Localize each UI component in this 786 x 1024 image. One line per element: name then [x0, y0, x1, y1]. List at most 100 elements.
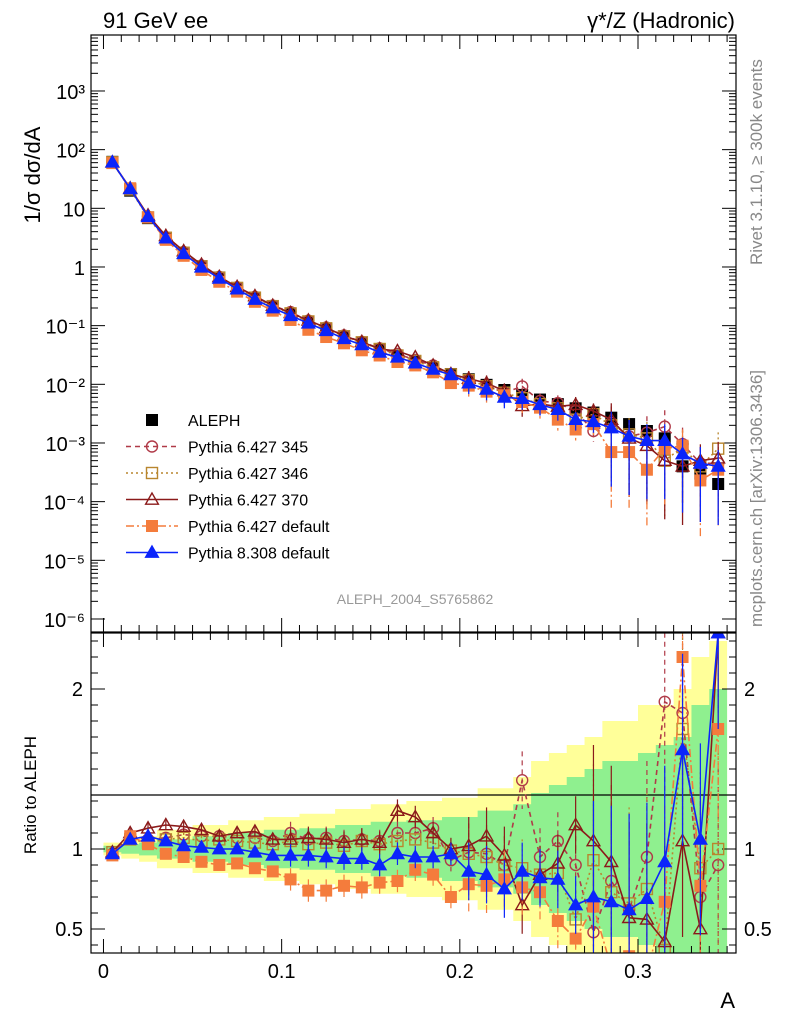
ratio-point [496, 881, 512, 895]
data-point [104, 154, 120, 168]
data-point [496, 389, 512, 403]
legend-label: Pythia 6.427 370 [188, 493, 308, 510]
side-label-top: Rivet 3.1.10, ≥ 300k events [747, 59, 766, 265]
ratio-point [389, 845, 406, 860]
ratio-point [444, 891, 457, 903]
data-point [532, 396, 548, 411]
ratio-point [478, 866, 495, 881]
ratio-point [354, 831, 370, 845]
data-point [639, 432, 655, 446]
ratio-point [159, 847, 172, 860]
top-data-layer [104, 154, 726, 540]
ratio-series-P8def [104, 633, 726, 953]
data-point [354, 336, 370, 351]
ratio-point [193, 821, 210, 836]
ratio-point [213, 859, 226, 871]
ratio-point [532, 869, 548, 884]
ratio-point [265, 831, 281, 845]
ratio-point [177, 851, 190, 863]
ratio-point [158, 817, 174, 831]
data-point [247, 291, 263, 305]
legend-entry: Pythia 6.427 345 [126, 440, 308, 457]
ratio-point [409, 833, 422, 846]
ratio-point [122, 831, 138, 845]
data-point [389, 349, 406, 363]
data-point [407, 355, 423, 369]
ratio-point [391, 875, 404, 887]
ratio-point [320, 884, 333, 897]
top-y-tick-label: 10⁻² [46, 375, 86, 397]
ratio-point [621, 901, 637, 916]
ratio-point [229, 841, 245, 855]
ratio-point [425, 849, 441, 863]
ratio-point [639, 890, 655, 905]
data-point [568, 411, 584, 426]
ratio-point [372, 857, 388, 871]
legend-entry: Pythia 8.308 default [126, 544, 330, 563]
ratio-point [391, 826, 404, 840]
ratio-point [514, 863, 530, 877]
top-y-tick-label: 10⁻⁵ [44, 551, 85, 573]
ratio-point [176, 818, 192, 833]
top-y-tick-label: 10⁻¹ [46, 317, 86, 339]
legend-label: Pythia 6.427 345 [188, 440, 308, 457]
data-point [229, 281, 245, 295]
top-y-tick-labels: 10⁻⁶ 10⁻⁵ 10⁻⁴ 10⁻³ 10⁻² 10⁻¹ 1 10 10² 10³ [44, 82, 86, 632]
ratio-point [300, 847, 316, 861]
ratio-point [569, 932, 582, 945]
ratio-point [176, 837, 192, 852]
top-y-tick-label: 10⁻³ [46, 434, 86, 456]
ratio-point [407, 849, 423, 863]
data-point [176, 245, 192, 260]
legend-marker [146, 414, 158, 426]
ratio-y-tick-label-right: 2 [744, 679, 755, 701]
ratio-point [229, 825, 245, 839]
data-point [692, 455, 708, 469]
data-point [461, 375, 477, 389]
ratio-point [282, 847, 299, 861]
data-point [514, 390, 530, 405]
ratio-point [389, 802, 406, 817]
ratio-point [425, 825, 441, 839]
ratio-point [585, 889, 602, 903]
ratio-point [248, 862, 261, 875]
legend-entry: ALEPH [146, 413, 240, 430]
data-point [158, 230, 174, 244]
data-point [674, 446, 691, 460]
ratio-data-layer [104, 633, 726, 953]
ratio-point [104, 845, 120, 860]
data-point [478, 381, 495, 395]
ratio-point [603, 893, 619, 908]
legend-label: Pythia 8.308 default [188, 546, 330, 563]
data-point [550, 401, 566, 416]
ratio-point [478, 828, 495, 842]
ratio-point [300, 829, 316, 844]
legend-entry: Pythia 6.427 370 [126, 491, 308, 510]
data-point [568, 396, 584, 411]
ratio-point [692, 831, 708, 845]
side-label-bottom: mcplots.cern.ch [arXiv:1306.3436] [747, 370, 766, 627]
ratio-point [711, 842, 725, 856]
watermark: ALEPH_2004_S5765862 [337, 591, 494, 607]
top-frame [90, 34, 737, 633]
data-point [282, 307, 299, 322]
ratio-point [461, 863, 477, 877]
legend-marker [144, 491, 160, 505]
legend-entry: Pythia 6.427 346 [126, 466, 308, 483]
ratio-point [658, 695, 671, 708]
legend-entry: Pythia 6.427 default [126, 519, 330, 536]
ratio-point [443, 845, 459, 860]
ratio-point [195, 855, 208, 868]
ratio-y-tick-label-left: 2 [72, 679, 83, 701]
ratio-point [265, 847, 281, 861]
x-tick-label: 0.3 [624, 961, 652, 983]
legend-marker [146, 520, 158, 532]
ratio-point [427, 868, 440, 881]
data-point [193, 259, 210, 273]
top-y-tick-label: 10 [63, 199, 85, 221]
ratio-point [338, 879, 351, 892]
ratio-y-tick-label-left: 1 [72, 839, 83, 861]
ratio-point [373, 876, 386, 889]
x-tick-label: 0.2 [446, 961, 474, 983]
top-y-axis-label: 1/σ dσ/dA [20, 126, 45, 223]
